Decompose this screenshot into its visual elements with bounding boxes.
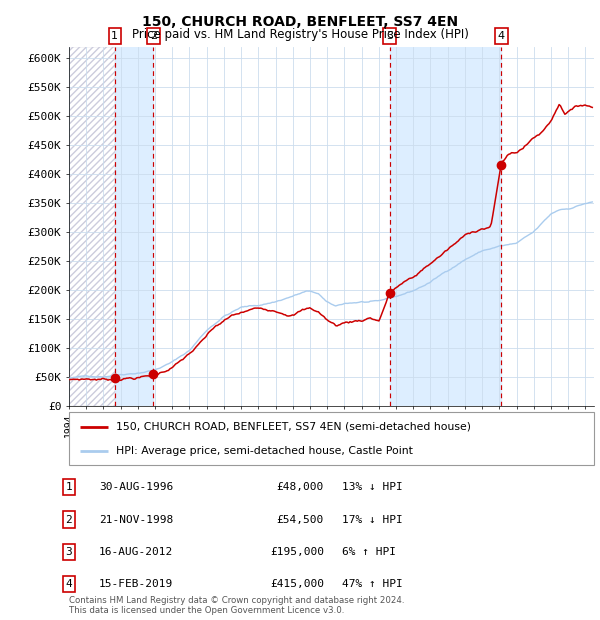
Text: HPI: Average price, semi-detached house, Castle Point: HPI: Average price, semi-detached house,… xyxy=(116,446,413,456)
Bar xyxy=(389,46,502,406)
Text: £415,000: £415,000 xyxy=(270,579,324,589)
Text: 13% ↓ HPI: 13% ↓ HPI xyxy=(342,482,403,492)
Text: 16-AUG-2012: 16-AUG-2012 xyxy=(99,547,173,557)
Text: 1: 1 xyxy=(65,482,73,492)
Bar xyxy=(115,46,154,406)
Text: 21-NOV-1998: 21-NOV-1998 xyxy=(99,515,173,525)
Text: 17% ↓ HPI: 17% ↓ HPI xyxy=(342,515,403,525)
Text: 6% ↑ HPI: 6% ↑ HPI xyxy=(342,547,396,557)
Text: 15-FEB-2019: 15-FEB-2019 xyxy=(99,579,173,589)
Text: 3: 3 xyxy=(65,547,73,557)
Text: 150, CHURCH ROAD, BENFLEET, SS7 4EN: 150, CHURCH ROAD, BENFLEET, SS7 4EN xyxy=(142,16,458,30)
Text: 4: 4 xyxy=(65,579,73,589)
Text: 2: 2 xyxy=(65,515,73,525)
Text: Price paid vs. HM Land Registry's House Price Index (HPI): Price paid vs. HM Land Registry's House … xyxy=(131,28,469,41)
Text: £195,000: £195,000 xyxy=(270,547,324,557)
Text: 150, CHURCH ROAD, BENFLEET, SS7 4EN (semi-detached house): 150, CHURCH ROAD, BENFLEET, SS7 4EN (sem… xyxy=(116,422,471,432)
Text: 3: 3 xyxy=(386,31,393,41)
FancyBboxPatch shape xyxy=(69,412,594,465)
Text: £48,000: £48,000 xyxy=(277,482,324,492)
Text: 2: 2 xyxy=(150,31,157,41)
Text: 1: 1 xyxy=(111,31,118,41)
Bar xyxy=(69,46,115,406)
Text: 30-AUG-1996: 30-AUG-1996 xyxy=(99,482,173,492)
Text: 4: 4 xyxy=(498,31,505,41)
Text: Contains HM Land Registry data © Crown copyright and database right 2024.
This d: Contains HM Land Registry data © Crown c… xyxy=(69,596,404,615)
Text: £54,500: £54,500 xyxy=(277,515,324,525)
Text: 47% ↑ HPI: 47% ↑ HPI xyxy=(342,579,403,589)
